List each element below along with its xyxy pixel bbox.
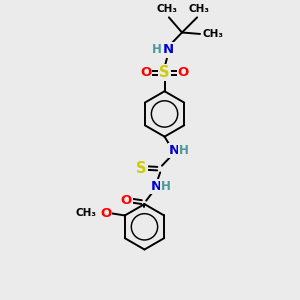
Text: H: H: [161, 180, 171, 193]
Text: O: O: [121, 194, 132, 207]
Text: O: O: [178, 66, 189, 79]
Text: H: H: [179, 144, 189, 157]
Text: O: O: [140, 66, 151, 79]
Text: H: H: [152, 44, 162, 56]
Text: O: O: [100, 207, 111, 220]
Text: S: S: [136, 160, 146, 175]
Text: CH₃: CH₃: [203, 29, 224, 39]
Text: CH₃: CH₃: [189, 4, 210, 14]
Text: N: N: [151, 180, 162, 193]
Text: CH₃: CH₃: [76, 208, 97, 218]
Text: N: N: [163, 44, 174, 56]
Text: N: N: [169, 144, 180, 157]
Text: CH₃: CH₃: [156, 4, 177, 14]
Text: S: S: [159, 65, 170, 80]
